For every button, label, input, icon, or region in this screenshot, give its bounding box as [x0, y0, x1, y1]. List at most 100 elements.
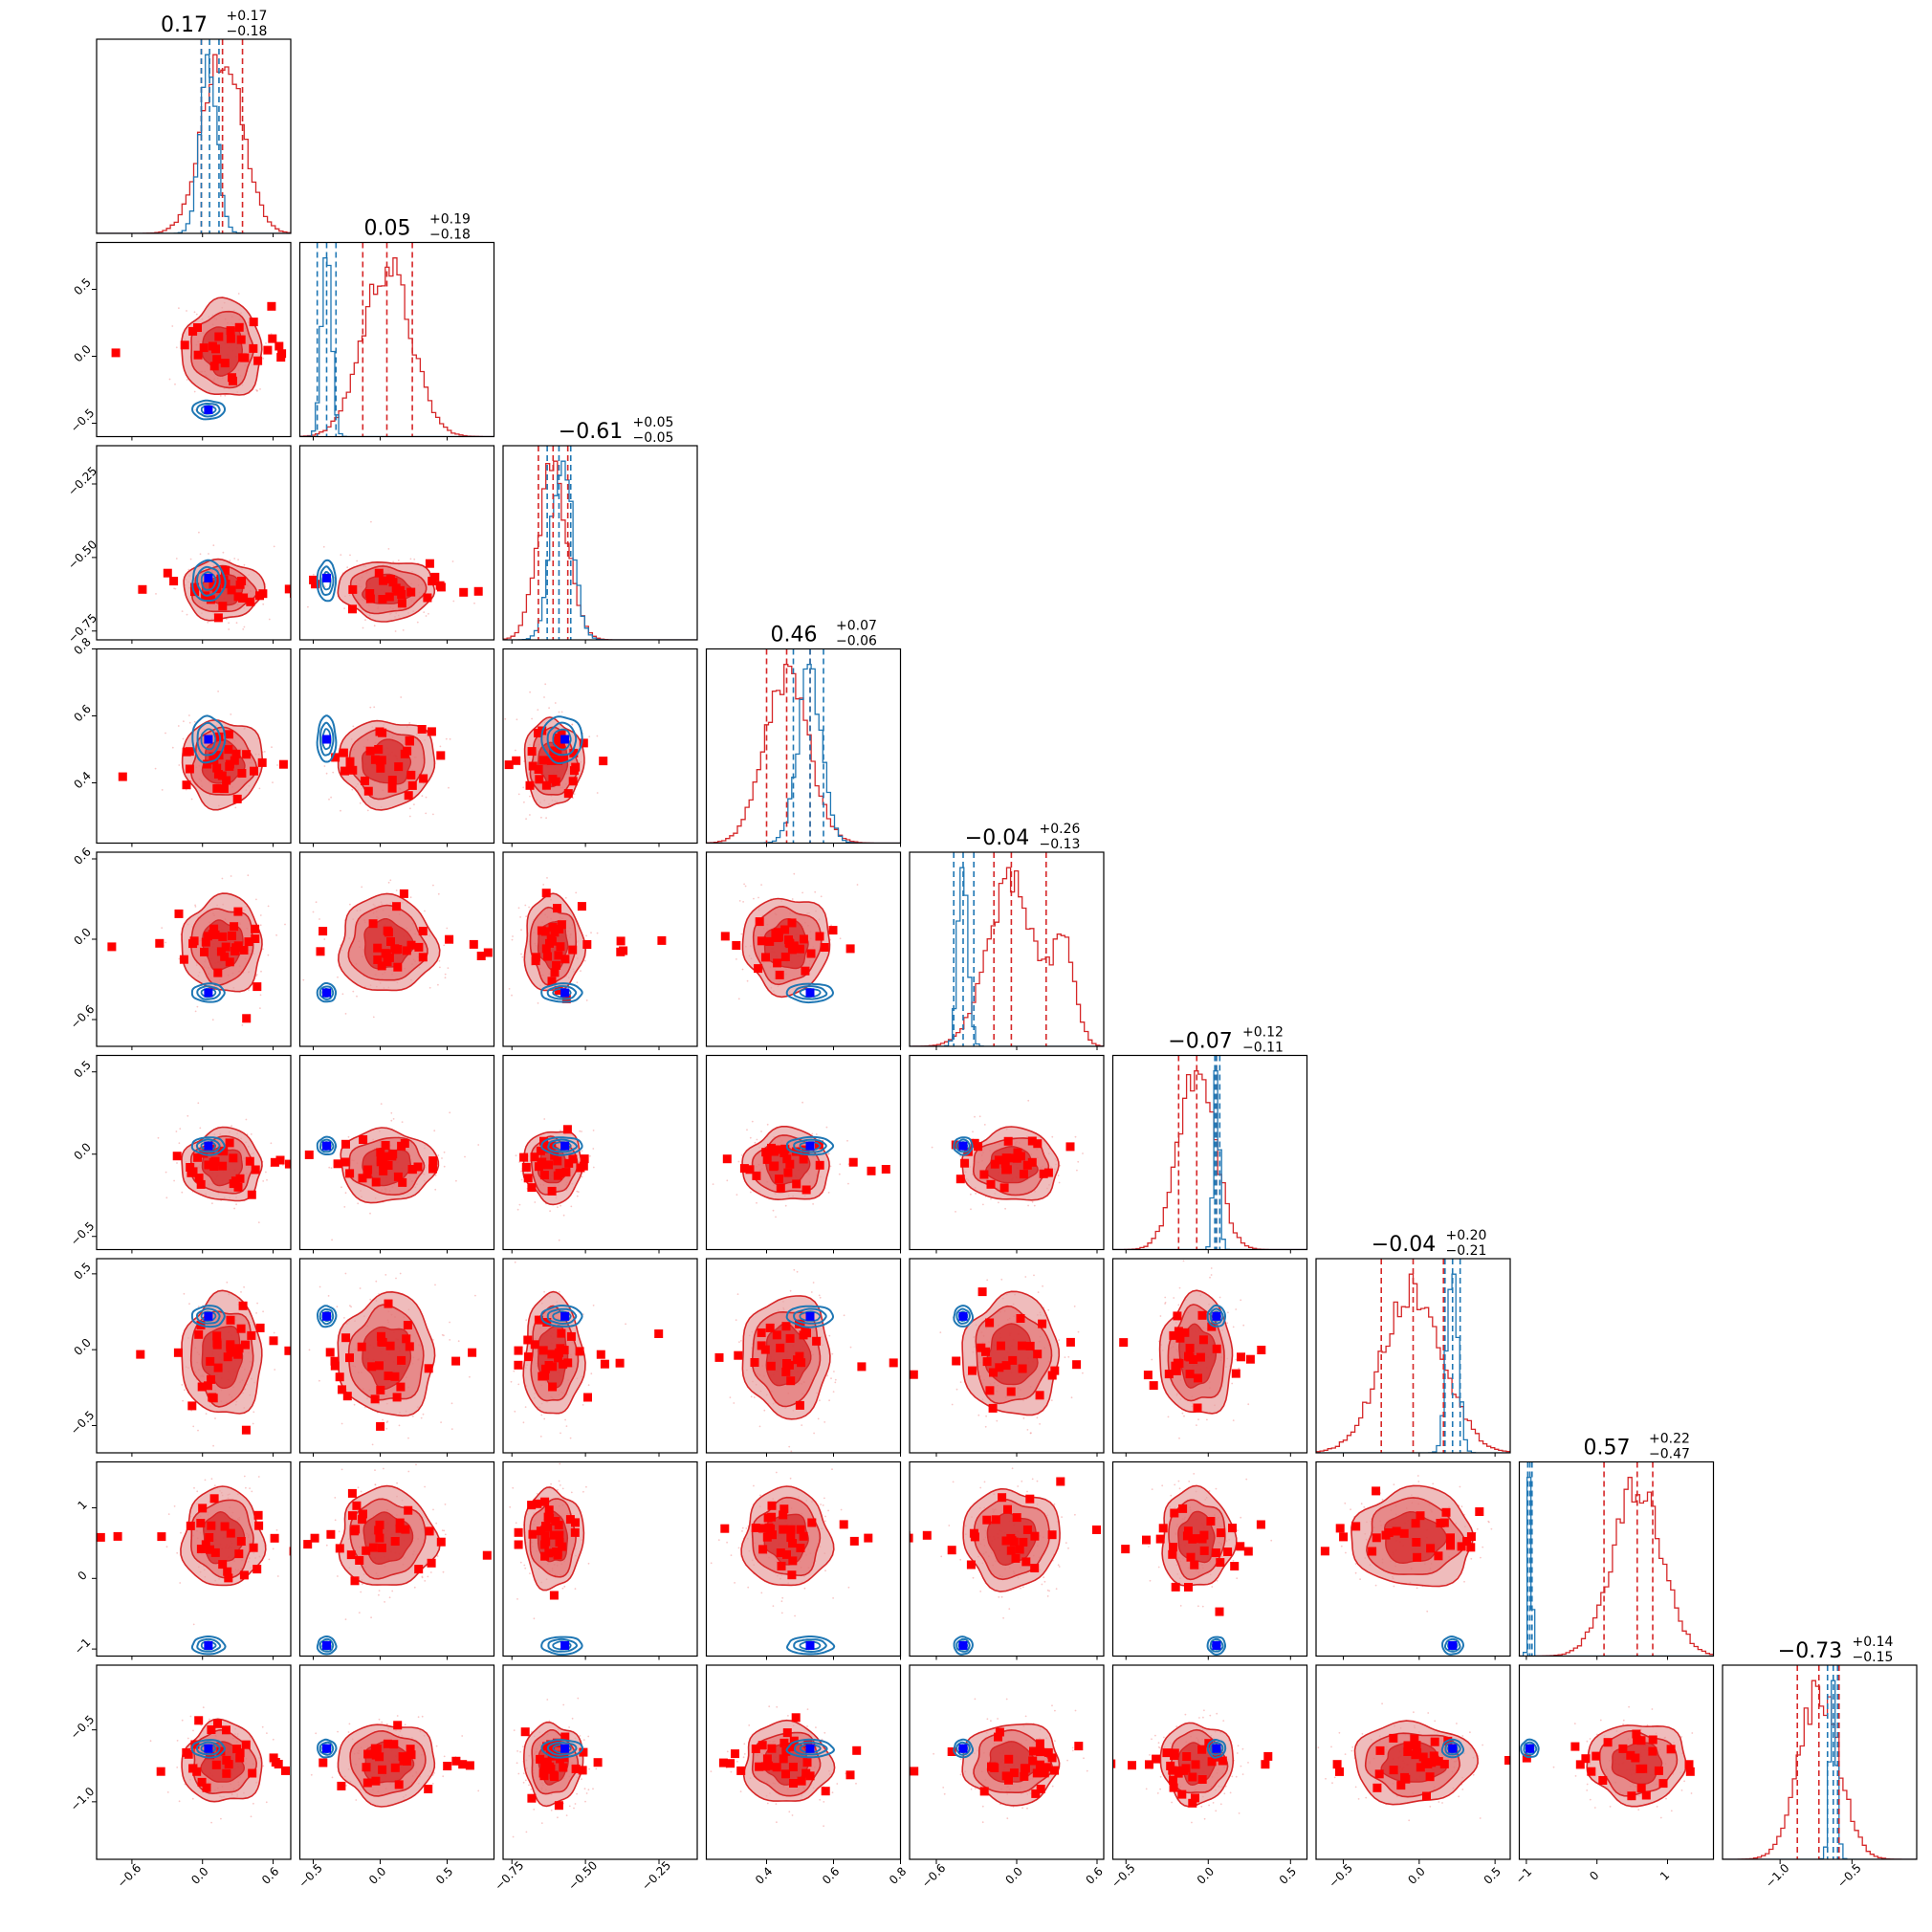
- red-sample-dot: [197, 1429, 199, 1432]
- red-marker: [451, 1356, 461, 1366]
- red-marker: [252, 1565, 262, 1574]
- panel-0-0: 0.17 +0.17−0.18: [96, 9, 292, 237]
- red-sample-dot: [977, 1414, 980, 1416]
- blue-contour-outer: [316, 559, 338, 603]
- red-sample-dot: [1082, 1372, 1084, 1374]
- red-marker: [970, 1532, 979, 1542]
- red-sample-dot: [780, 1612, 783, 1614]
- red-sample-dot: [996, 1419, 999, 1422]
- red-sample-dot: [1211, 1586, 1214, 1588]
- red-marker: [212, 1340, 222, 1350]
- red-marker: [785, 939, 795, 949]
- red-marker: [1173, 1358, 1182, 1368]
- red-marker: [807, 1518, 817, 1527]
- red-sample-dot: [557, 1206, 559, 1209]
- red-marker: [784, 1360, 794, 1370]
- red-marker: [799, 1531, 808, 1541]
- red-marker: [226, 334, 235, 343]
- red-marker: [428, 577, 437, 586]
- truth-marker: [204, 406, 213, 414]
- red-marker: [994, 1155, 1003, 1165]
- red-marker: [359, 1509, 367, 1519]
- red-marker: [361, 777, 369, 785]
- red-marker: [241, 1425, 251, 1435]
- red-sample-dot: [760, 1131, 762, 1132]
- blue-contour-mid: [196, 1307, 221, 1325]
- red-marker: [425, 559, 434, 568]
- truth-marker: [958, 1311, 968, 1321]
- red-sample-dot: [447, 967, 450, 969]
- red-marker: [381, 949, 390, 958]
- red-marker: [521, 1163, 531, 1172]
- red-marker: [427, 727, 436, 736]
- red-marker: [799, 934, 808, 944]
- red-sample-dot: [194, 1010, 197, 1013]
- red-marker: [413, 1162, 423, 1172]
- red-marker: [541, 780, 551, 790]
- red-marker: [776, 1343, 785, 1352]
- red-marker: [111, 348, 121, 358]
- red-sample-dot: [518, 1203, 521, 1206]
- red-sample-dot: [592, 1305, 595, 1306]
- blue-contour-outer: [953, 1136, 974, 1156]
- red-marker: [1193, 1403, 1202, 1413]
- red-sample-dot: [1021, 1480, 1023, 1482]
- red-marker: [1025, 1341, 1035, 1350]
- red-sample-dot: [340, 809, 341, 812]
- red-sample-dot: [195, 313, 198, 316]
- red-sample-dot: [334, 1497, 337, 1499]
- red-sample-dot: [512, 1486, 515, 1489]
- truth-marker: [560, 1640, 570, 1650]
- red-sample-dot: [810, 1291, 813, 1293]
- red-marker: [235, 1174, 245, 1183]
- red-sample-dot: [429, 1571, 432, 1573]
- red-sample-dot: [749, 1136, 752, 1139]
- red-sample-dot: [726, 1541, 728, 1544]
- red-marker: [375, 1533, 384, 1543]
- red-sample-dot: [424, 910, 426, 912]
- red-sample-dot: [377, 1443, 379, 1445]
- blue-contour-outer: [540, 1305, 583, 1328]
- red-marker: [397, 1355, 406, 1365]
- red-marker: [527, 1501, 537, 1510]
- panel-frame: [705, 648, 902, 845]
- panel-frame: [96, 241, 292, 438]
- red-marker: [986, 1179, 996, 1189]
- red-sample-dot: [337, 976, 339, 978]
- red-marker: [812, 1336, 822, 1346]
- red-sample-dot: [759, 1494, 761, 1497]
- red-sample-dot: [183, 720, 185, 723]
- red-marker: [1038, 1319, 1047, 1328]
- red-sample-dot: [564, 1418, 566, 1421]
- red-marker: [402, 1334, 411, 1344]
- red-marker: [436, 1537, 446, 1547]
- red-sample-dot: [560, 1130, 561, 1131]
- red-marker: [348, 584, 358, 594]
- red-marker: [231, 749, 241, 758]
- red-marker: [771, 929, 780, 938]
- red-marker: [374, 745, 384, 754]
- red-marker: [779, 1510, 788, 1520]
- red-sample-dot: [175, 1131, 178, 1132]
- red-sample-dot: [370, 520, 372, 523]
- red-sample-dot: [332, 771, 335, 774]
- red-sample-dot: [1077, 1330, 1080, 1333]
- red-marker: [540, 1531, 550, 1541]
- red-marker: [209, 1157, 218, 1167]
- red-sample-dot: [356, 995, 358, 998]
- red-marker: [553, 1171, 562, 1180]
- red-sample-dot: [256, 389, 258, 392]
- red-marker: [848, 1157, 858, 1167]
- red-marker: [1021, 1557, 1031, 1567]
- red-sample-dot: [972, 1576, 975, 1579]
- red-sample-dot: [444, 973, 447, 976]
- red-marker: [220, 359, 230, 368]
- red-sample-dot: [575, 891, 578, 894]
- blue-contour-mid: [793, 1638, 827, 1654]
- red-sample-dot: [1033, 1204, 1036, 1207]
- red-marker: [244, 937, 253, 947]
- red-marker: [525, 780, 535, 790]
- red-sample-dot: [251, 1490, 253, 1493]
- blue-contour-outer: [191, 399, 226, 421]
- red-sample-dot: [832, 1391, 835, 1393]
